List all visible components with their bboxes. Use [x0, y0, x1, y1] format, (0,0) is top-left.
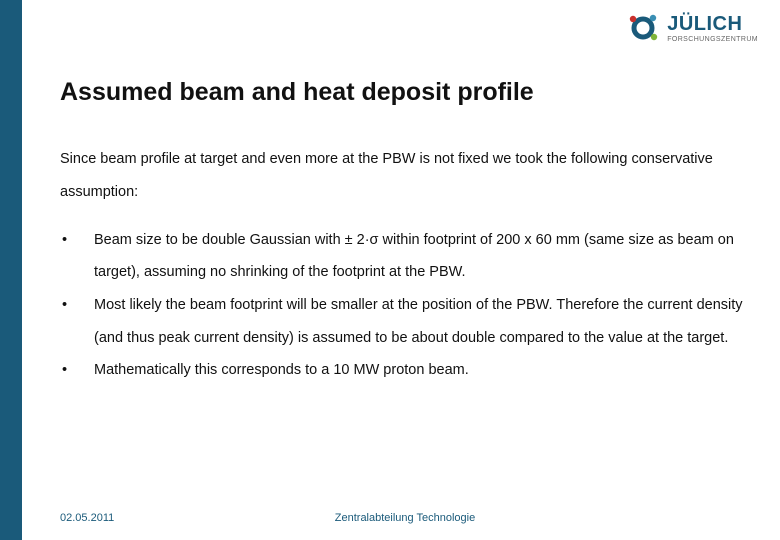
bullet-text: Beam size to be double Gaussian with ± 2… — [94, 224, 750, 289]
logo-mark-icon — [625, 10, 661, 46]
bullet-text: Mathematically this corresponds to a 10 … — [94, 354, 750, 387]
bullet-icon: • — [60, 354, 94, 387]
list-item: • Most likely the beam footprint will be… — [60, 289, 750, 354]
list-item: • Beam size to be double Gaussian with ±… — [60, 224, 750, 289]
brand-name: JÜLICH — [667, 14, 758, 34]
footer-date: 02.05.2011 — [60, 512, 114, 524]
slide: JÜLICH FORSCHUNGSZENTRUM Assumed beam an… — [0, 0, 780, 540]
bullet-list: • Beam size to be double Gaussian with ±… — [60, 224, 750, 387]
page-title: Assumed beam and heat deposit profile — [60, 78, 750, 107]
brand-logo: JÜLICH FORSCHUNGSZENTRUM — [625, 10, 758, 46]
footer-center: Zentralabteilung Technologie — [335, 512, 475, 524]
intro-text: Since beam profile at target and even mo… — [60, 143, 750, 210]
left-accent-bar — [0, 0, 22, 540]
bullet-icon: • — [60, 224, 94, 289]
bullet-text: Most likely the beam footprint will be s… — [94, 289, 750, 354]
brand-subline: FORSCHUNGSZENTRUM — [667, 36, 758, 43]
slide-content: Assumed beam and heat deposit profile Si… — [60, 78, 750, 387]
slide-footer: 02.05.2011 Zentralabteilung Technologie — [60, 512, 750, 524]
bullet-icon: • — [60, 289, 94, 354]
list-item: • Mathematically this corresponds to a 1… — [60, 354, 750, 387]
